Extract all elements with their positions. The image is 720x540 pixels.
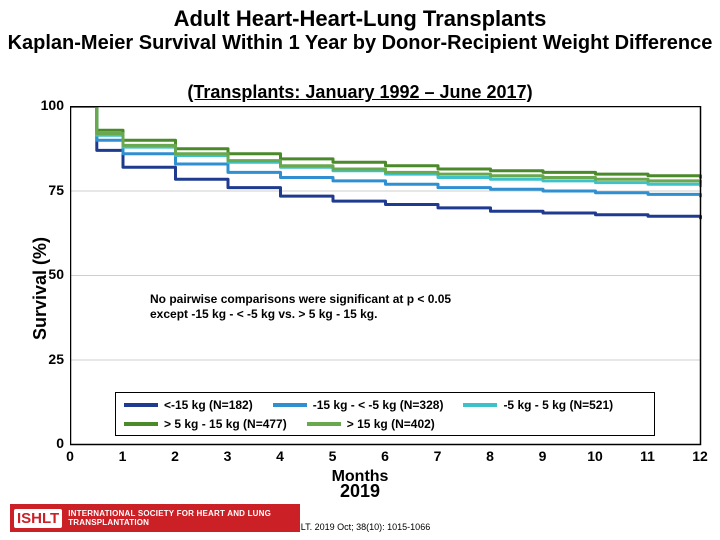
y-tick-label: 75: [28, 182, 64, 198]
ishlt-logo: ISHLT INTERNATIONAL SOCIETY FOR HEART AN…: [10, 504, 300, 532]
x-tick-label: 9: [528, 448, 558, 464]
title-line-3: (Transplants: January 1992 – June 2017): [0, 82, 720, 103]
legend-label: > 5 kg - 15 kg (N=477): [164, 417, 287, 431]
x-tick-label: 10: [580, 448, 610, 464]
y-tick-label: 100: [28, 97, 64, 113]
y-tick-label: 25: [28, 351, 64, 367]
x-tick-label: 7: [423, 448, 453, 464]
footer-year: 2019: [0, 481, 720, 502]
stats-note: No pairwise comparisons were significant…: [150, 292, 451, 322]
legend-item: > 5 kg - 15 kg (N=477): [124, 417, 287, 431]
x-tick-label: 5: [318, 448, 348, 464]
x-tick-label: 1: [108, 448, 138, 464]
legend: <-15 kg (N=182) -15 kg - < -5 kg (N=328) -…: [115, 392, 655, 436]
x-tick-label: 0: [55, 448, 85, 464]
x-tick-label: 8: [475, 448, 505, 464]
x-tick-label: 4: [265, 448, 295, 464]
legend-label: -5 kg - 5 kg (N=521): [503, 398, 613, 412]
legend-label: > 15 kg (N=402): [347, 417, 435, 431]
ishlt-logo-text: INTERNATIONAL SOCIETY FOR HEART AND LUNG…: [68, 509, 300, 527]
x-tick-label: 11: [633, 448, 663, 464]
legend-item: -15 kg - < -5 kg (N=328): [273, 398, 444, 412]
legend-swatch: [124, 422, 158, 426]
title-line-1: Adult Heart-Heart-Lung Transplants: [0, 6, 720, 32]
legend-item: > 15 kg (N=402): [307, 417, 435, 431]
title-line-2: Kaplan-Meier Survival Within 1 Year by D…: [0, 32, 720, 55]
legend-swatch: [124, 403, 158, 407]
legend-label: <-15 kg (N=182): [164, 398, 253, 412]
x-tick-label: 3: [213, 448, 243, 464]
legend-swatch: [273, 403, 307, 407]
x-tick-label: 6: [370, 448, 400, 464]
legend-label: -15 kg - < -5 kg (N=328): [313, 398, 444, 412]
legend-swatch: [463, 403, 497, 407]
legend-item: <-15 kg (N=182): [124, 398, 253, 412]
page-root: Adult Heart-Heart-Lung Transplants Kapla…: [0, 0, 720, 540]
x-tick-label: 12: [685, 448, 715, 464]
ishlt-logo-prefix: ISHLT: [14, 509, 62, 528]
x-tick-label: 2: [160, 448, 190, 464]
legend-item: -5 kg - 5 kg (N=521): [463, 398, 613, 412]
y-axis-label: Survival (%): [30, 237, 51, 340]
y-tick-label: 50: [28, 266, 64, 282]
legend-swatch: [307, 422, 341, 426]
